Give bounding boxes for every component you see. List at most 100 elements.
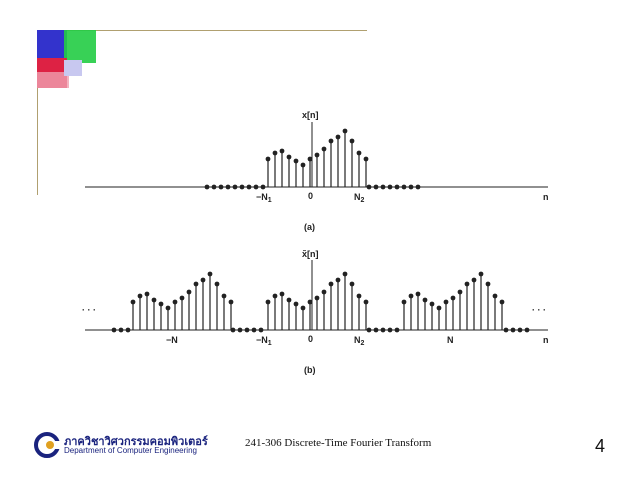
panel-b-zero-sample	[510, 327, 516, 333]
panel-a-zero-sample	[225, 184, 231, 190]
panel-b-stem-head	[172, 299, 178, 305]
tick-neg-n1-a: −N1	[256, 192, 272, 204]
panel-b-stem-head	[485, 281, 491, 287]
panel-b-stem-head	[457, 289, 463, 295]
panel-b-zero-sample	[237, 327, 243, 333]
panel-a-stem-head	[349, 138, 355, 144]
tick-pos-n2-b: N2	[354, 335, 365, 347]
panel-b-zero-sample	[524, 327, 530, 333]
panel-b-stem-head	[363, 299, 369, 305]
panel-b-stem-head	[200, 277, 206, 283]
panel-a-stem-head	[342, 128, 348, 134]
top-rule	[37, 30, 367, 31]
panel-a-zero-sample	[394, 184, 400, 190]
tick-zero-a: 0	[308, 191, 313, 201]
panel-b-stem-head	[186, 289, 192, 295]
caption-b: (b)	[304, 365, 316, 375]
panel-b-stem-head	[193, 281, 199, 287]
panel-a-stem-head	[363, 156, 369, 162]
panel-b-stem-head	[158, 301, 164, 307]
panel-a-stem-head	[356, 150, 362, 156]
tick-zero-b: 0	[308, 334, 313, 344]
panel-b-stem-head	[464, 281, 470, 287]
panel-b-stem-head	[286, 297, 292, 303]
panel-b-stem-head	[328, 281, 334, 287]
panel-b-stem-head	[279, 291, 285, 297]
page-number: 4	[595, 436, 606, 456]
caption-a: (a)	[304, 222, 315, 232]
panel-b-stem-head	[429, 301, 435, 307]
panel-a-zero-sample	[408, 184, 414, 190]
panel-a-zero-sample	[415, 184, 421, 190]
panel-b-stem-head	[349, 281, 355, 287]
dft-periodic-extension-figure: x[n] −N1 0 N2 n (a) x̃[n] · · · · · · −N…	[82, 110, 549, 375]
panel-a-zero-sample	[253, 184, 259, 190]
decor-square-pink	[37, 72, 69, 88]
panel-b-stem-head	[293, 301, 299, 307]
panel-b-stem-head	[207, 271, 213, 277]
department-logo-icon	[34, 432, 60, 458]
panel-a: x[n] −N1 0 N2 n (a)	[85, 110, 549, 232]
panel-b-zero-sample	[125, 327, 131, 333]
tick-pos-n2-a: N2	[354, 192, 365, 204]
panel-a-zero-sample	[401, 184, 407, 190]
panel-b-stem-head	[221, 293, 227, 299]
panel-a-stem-head	[335, 134, 341, 140]
panel-b-stem-head	[492, 293, 498, 299]
panel-b-stem-head	[130, 299, 136, 305]
panel-b-stem-head	[165, 305, 171, 311]
panel-b-stem-head	[415, 291, 421, 297]
left-rule	[37, 30, 38, 195]
panel-b-zero-sample	[394, 327, 400, 333]
panel-a-zero-sample	[232, 184, 238, 190]
panel-b-zero-sample	[258, 327, 264, 333]
panel-b-zero-sample	[244, 327, 250, 333]
axis-label-n-a: n	[543, 192, 549, 202]
decor-square-green	[64, 30, 96, 63]
stems-a	[204, 128, 421, 190]
ylabel-b: x̃[n]	[302, 249, 319, 259]
panel-b-zero-sample	[118, 327, 124, 333]
panel-a-stem-head	[272, 150, 278, 156]
panel-a-zero-sample	[246, 184, 252, 190]
panel-b-zero-sample	[387, 327, 393, 333]
panel-b-stem-head	[443, 299, 449, 305]
panel-b-stem-head	[307, 299, 313, 305]
panel-a-zero-sample	[387, 184, 393, 190]
panel-a-zero-sample	[204, 184, 210, 190]
panel-b-zero-sample	[251, 327, 257, 333]
decor-square-lavender	[64, 60, 82, 76]
tick-n-b: N	[447, 335, 454, 345]
panel-b-stem-head	[314, 295, 320, 301]
panel-b-stem-head	[499, 299, 505, 305]
panel-a-zero-sample	[380, 184, 386, 190]
panel-b-zero-sample	[230, 327, 236, 333]
department-logo: ภาควิชาวิศวกรรมคอมพิวเตอร์ Department of…	[34, 432, 224, 458]
stems-b	[111, 271, 530, 333]
panel-a-stem-head	[321, 146, 327, 152]
logo-thai-text: ภาควิชาวิศวกรรมคอมพิวเตอร์	[64, 435, 208, 448]
panel-a-stem-head	[307, 156, 313, 162]
panel-b-stem-head	[144, 291, 150, 297]
panel-b-stem-head	[478, 271, 484, 277]
panel-b-stem-head	[471, 277, 477, 283]
panel-a-stem-head	[265, 156, 271, 162]
panel-b-stem-head	[356, 293, 362, 299]
panel-b-stem-head	[179, 295, 185, 301]
panel-a-stem-head	[300, 162, 306, 168]
panel-a-zero-sample	[211, 184, 217, 190]
tick-neg-n1-b: −N1	[256, 335, 272, 347]
panel-a-zero-sample	[218, 184, 224, 190]
panel-b-stem-head	[342, 271, 348, 277]
panel-b-stem-head	[151, 297, 157, 303]
axis-label-n-b: n	[543, 335, 549, 345]
panel-b-stem-head	[228, 299, 234, 305]
panel-b-stem-head	[436, 305, 442, 311]
panel-b-zero-sample	[366, 327, 372, 333]
panel-a-stem-head	[279, 148, 285, 154]
panel-a-zero-sample	[366, 184, 372, 190]
panel-b-zero-sample	[503, 327, 509, 333]
ellipsis-left: · · ·	[82, 305, 96, 315]
panel-a-zero-sample	[239, 184, 245, 190]
panel-b-stem-head	[335, 277, 341, 283]
